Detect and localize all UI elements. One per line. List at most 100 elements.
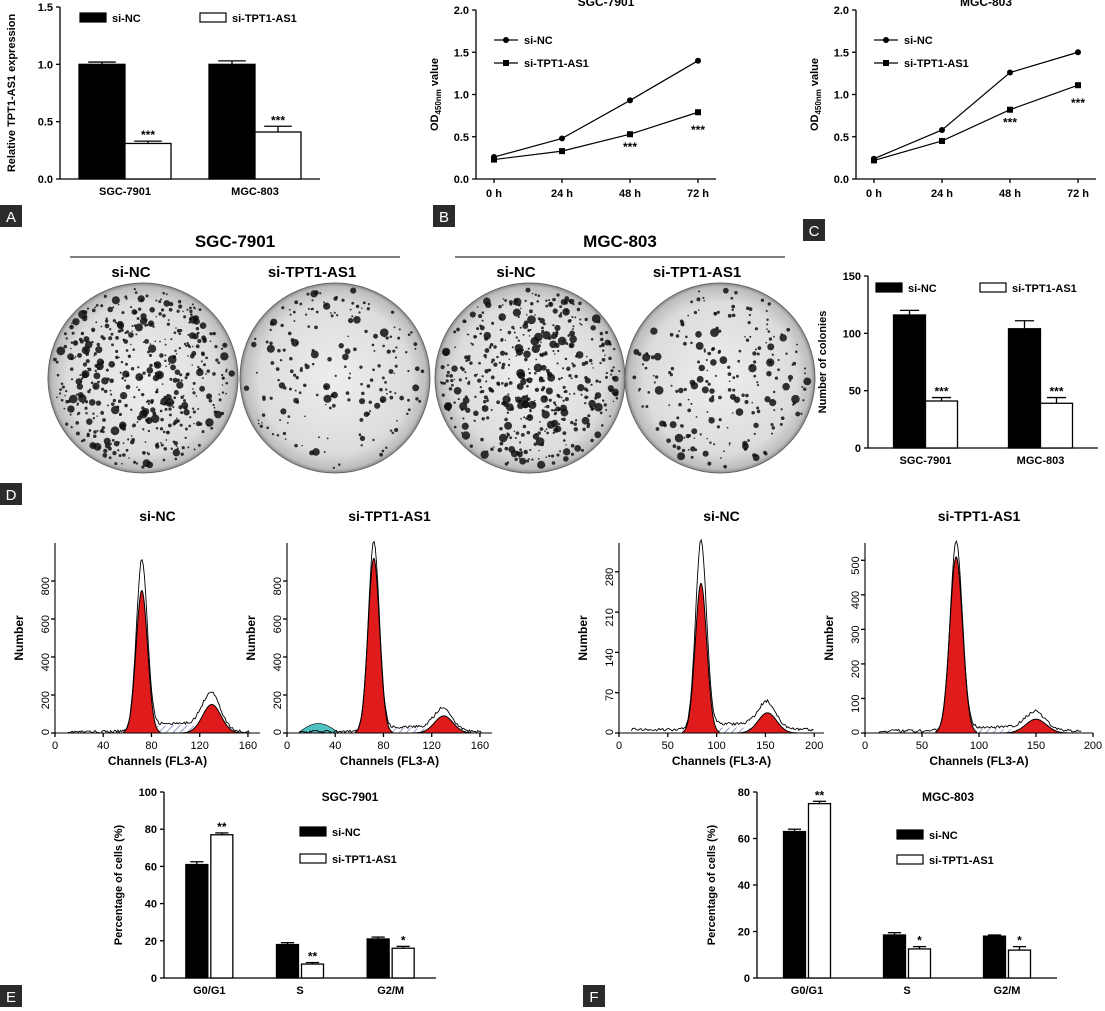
- x-tick-label: 120: [191, 740, 209, 752]
- colony: [467, 334, 470, 336]
- colony: [175, 352, 178, 355]
- colony: [752, 351, 757, 356]
- colony: [70, 378, 74, 381]
- colony: [545, 404, 550, 409]
- colony: [695, 342, 704, 350]
- colony: [117, 449, 120, 452]
- colony: [168, 307, 173, 312]
- colony: [386, 392, 388, 395]
- y-axis-label: Relative TPT1-AS1 expression: [6, 14, 18, 173]
- colony: [612, 400, 615, 403]
- colony: [605, 371, 608, 375]
- colony: [366, 307, 370, 311]
- colony: [120, 328, 124, 332]
- colony: [359, 418, 364, 422]
- colony: [109, 389, 112, 392]
- colony: [652, 374, 655, 377]
- colony: [690, 402, 693, 405]
- bar: [391, 947, 415, 979]
- colony: [91, 327, 96, 332]
- colony: [99, 429, 103, 433]
- colony: [192, 388, 194, 390]
- colony: [752, 454, 760, 462]
- colony: [147, 429, 151, 433]
- x-tick-label: 24 h: [931, 188, 953, 200]
- colony: [127, 438, 130, 441]
- colony: [101, 426, 106, 430]
- colony: [655, 427, 660, 431]
- colony: [650, 355, 655, 360]
- colony: [173, 419, 179, 425]
- colony: [610, 373, 613, 376]
- colony: [544, 351, 547, 354]
- colony: [88, 399, 96, 406]
- colony: [540, 395, 548, 403]
- colony: [529, 448, 532, 451]
- colony: [125, 448, 129, 452]
- x-tick-label: 150: [1027, 740, 1045, 752]
- colony: [766, 358, 775, 367]
- colony: [92, 382, 100, 390]
- colony: [445, 374, 449, 378]
- colony: [757, 346, 762, 350]
- colony: [76, 383, 84, 390]
- colony: [92, 412, 95, 415]
- colony: [534, 350, 537, 352]
- plate-dish: [624, 282, 816, 474]
- series-line: [493, 111, 699, 161]
- colony: [148, 353, 152, 357]
- colony: [766, 323, 769, 326]
- y-tick-label: 0.5: [38, 117, 53, 129]
- colony: [596, 379, 598, 382]
- colony: [605, 331, 609, 335]
- x-tick-label: 100: [970, 740, 988, 752]
- colony: [534, 371, 537, 375]
- colony: [779, 334, 787, 342]
- colony: [147, 402, 150, 405]
- colony: [199, 385, 206, 392]
- colony: [522, 323, 529, 329]
- colony: [81, 310, 86, 314]
- colony: [172, 405, 175, 409]
- colony: [305, 313, 308, 316]
- colony: [108, 360, 116, 368]
- colony: [670, 366, 675, 371]
- colony: [277, 348, 281, 353]
- colony: [484, 368, 489, 374]
- colony: [501, 337, 504, 341]
- colony: [164, 343, 167, 346]
- bar: [892, 314, 927, 449]
- colony: [379, 396, 387, 403]
- colony: [362, 301, 366, 305]
- colony: [81, 372, 88, 379]
- colony: [97, 380, 100, 384]
- colony: [353, 316, 361, 324]
- colony: [176, 447, 179, 450]
- colony: [554, 324, 561, 332]
- colony: [295, 376, 299, 380]
- colony: [155, 370, 164, 380]
- colony: [379, 452, 383, 457]
- colony: [748, 313, 751, 317]
- colony: [360, 382, 363, 386]
- colony: [213, 406, 216, 409]
- colony: [179, 407, 182, 410]
- colony: [269, 328, 272, 332]
- colony: [333, 311, 336, 314]
- colony: [196, 331, 200, 335]
- colony: [514, 436, 517, 439]
- colony: [559, 450, 562, 453]
- colony: [709, 441, 712, 444]
- colony: [545, 299, 548, 302]
- colony: [499, 317, 503, 321]
- colony: [382, 344, 385, 348]
- colony: [504, 352, 508, 356]
- colony: [789, 379, 792, 382]
- colony: [501, 382, 504, 385]
- colony: [553, 408, 557, 412]
- chart-title: MGC-803: [922, 790, 974, 804]
- colony: [562, 439, 566, 442]
- colony: [802, 399, 805, 402]
- colony: [61, 385, 65, 389]
- colony: [172, 377, 178, 383]
